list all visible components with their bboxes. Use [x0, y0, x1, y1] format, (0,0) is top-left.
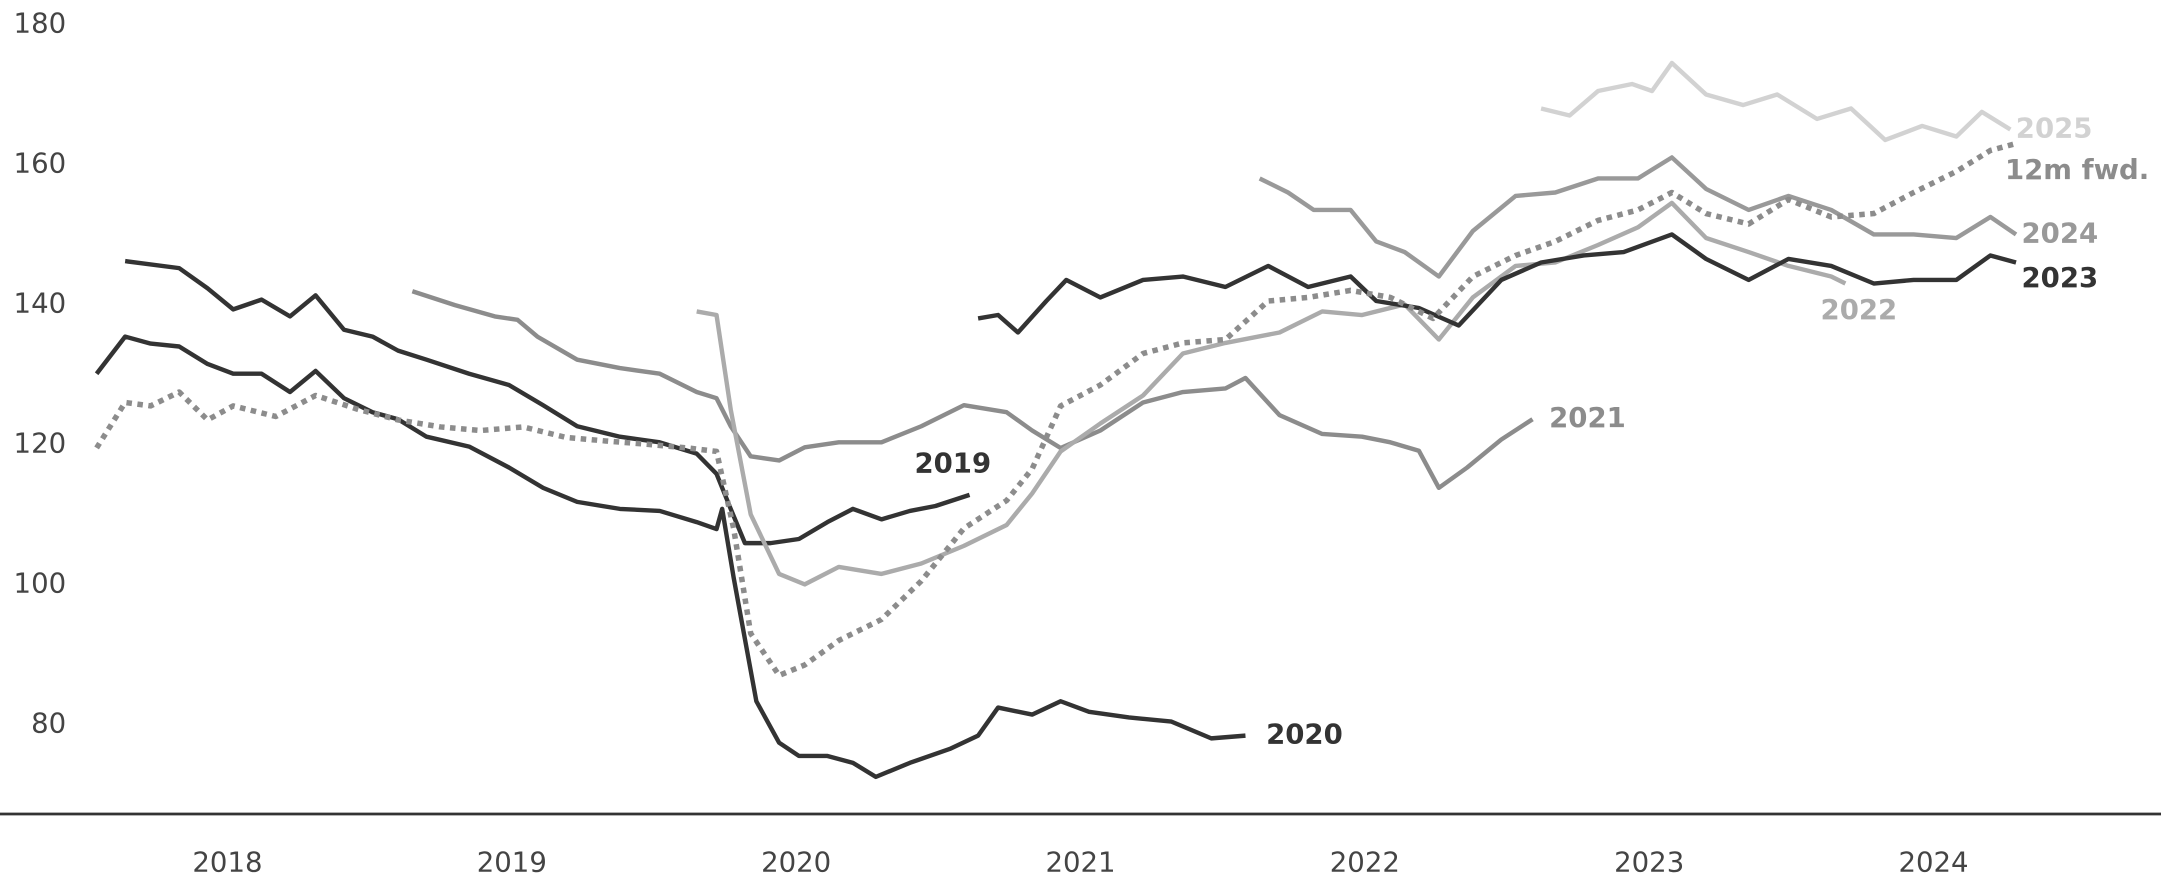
series-label: 2022: [1821, 294, 1898, 326]
series-line: [411, 289, 1534, 491]
series-label: 12m fwd.: [2005, 154, 2149, 186]
x-tick-label: 2023: [1614, 847, 1684, 879]
x-tick-label: 2022: [1330, 847, 1400, 879]
series-line: [1258, 155, 2018, 279]
series-line: [94, 334, 1246, 780]
series-label: 2025: [2016, 113, 2093, 145]
y-tick-label: 140: [14, 287, 67, 319]
x-tick-label: 2024: [1898, 847, 1968, 879]
series-line: [977, 232, 2017, 335]
series-label: 2024: [2021, 217, 2098, 249]
x-tick-label: 2020: [761, 847, 831, 879]
y-tick-label: 160: [14, 147, 67, 179]
series-label: 2021: [1549, 402, 1626, 434]
x-tick-label: 2019: [477, 847, 547, 879]
series-line: [1540, 60, 2012, 143]
series-line: [696, 200, 1847, 587]
series-label: 2019: [914, 448, 991, 480]
y-tick-label: 120: [14, 427, 67, 459]
y-tick-label: 100: [14, 567, 67, 599]
x-tick-label: 2018: [192, 847, 262, 879]
x-tick-label: 2021: [1045, 847, 1115, 879]
series-label: 2020: [1266, 719, 1343, 751]
series-label: 2023: [2021, 262, 2098, 294]
series-line: [94, 140, 2017, 679]
y-tick-label: 180: [14, 8, 67, 40]
series-line: [124, 258, 971, 546]
y-tick-label: 80: [31, 707, 66, 739]
